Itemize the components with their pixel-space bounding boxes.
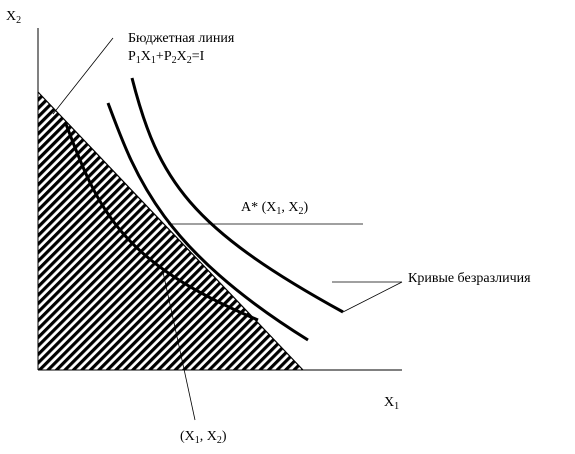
feasible-point-label: (X1, X2) [180, 429, 227, 446]
indifference-curve-1 [64, 123, 259, 322]
budget-line-title: Бюджетная линия [128, 31, 235, 46]
y-axis-label: X2 [6, 9, 21, 26]
indifference-curves-label: Кривые безразличия [408, 271, 531, 286]
indifference-curve-3 [130, 77, 344, 314]
feasible-point-leader [162, 271, 196, 421]
budget-line-equation: P1X1+P2X2=I [128, 49, 205, 66]
optimum-label: A* (X1, X2) [241, 200, 309, 217]
budget-line-leader [52, 37, 114, 115]
x-axis-label: X1 [384, 395, 399, 412]
curves-leader-lower [342, 281, 403, 313]
budget-line [37, 91, 304, 371]
indifference-curve-2 [106, 102, 309, 342]
